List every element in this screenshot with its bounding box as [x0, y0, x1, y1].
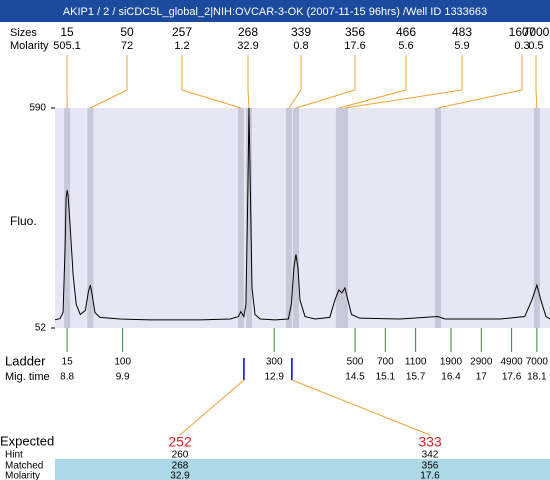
- peak-size: 268: [238, 25, 258, 39]
- peak-band: [87, 108, 94, 328]
- peak-molarity: 1.2: [174, 40, 189, 52]
- peak-molarity: 5.6: [398, 40, 413, 52]
- ladder-time: 12.9: [264, 372, 284, 383]
- matched: 268: [172, 461, 189, 472]
- peak-molarity: 0.3: [514, 40, 529, 52]
- peak-size: 7000: [523, 25, 550, 39]
- expected: 252: [168, 434, 192, 450]
- molarity: 32.9: [170, 471, 190, 480]
- connector: [90, 55, 128, 109]
- peak-band: [341, 108, 348, 328]
- molarity: 17.6: [420, 471, 440, 480]
- ladder-time: 9.9: [116, 372, 130, 383]
- connector: [179, 379, 245, 436]
- peak-band: [292, 108, 299, 328]
- peak-molarity: 17.6: [344, 40, 365, 52]
- connector: [291, 379, 431, 436]
- connector: [344, 55, 463, 109]
- row-label: Mig. time: [5, 371, 50, 383]
- row-label: Molarity: [10, 40, 49, 52]
- peak-size: 466: [396, 25, 416, 39]
- ladder-size: 700: [377, 357, 394, 368]
- y-tick-label: 52: [35, 323, 47, 334]
- plot-area: [55, 108, 550, 328]
- row-label: Expected: [0, 433, 54, 448]
- peak-size: 1607: [509, 25, 536, 39]
- ladder-size: 1100: [405, 357, 427, 368]
- ladder-time: 15.7: [406, 372, 426, 383]
- peak-size: 50: [120, 25, 134, 39]
- ladder-size: 15: [62, 357, 74, 368]
- connector: [338, 55, 407, 109]
- ladder-time: 15.1: [376, 372, 396, 383]
- row-label: Molarity: [5, 471, 40, 480]
- y-axis-label: Fluo.: [10, 214, 37, 228]
- hint: 342: [422, 450, 439, 461]
- ladder-time: 17.6: [502, 372, 522, 383]
- peak-band: [434, 108, 441, 328]
- peak-band: [335, 108, 342, 328]
- trace: [54, 107, 550, 321]
- ladder-time: 17: [476, 372, 488, 383]
- peak-size: 339: [291, 25, 311, 39]
- peak-band: [64, 108, 71, 328]
- peak-band: [285, 108, 292, 328]
- peak-band: [533, 108, 540, 328]
- ladder-time: 18.1: [527, 372, 547, 383]
- connector: [437, 55, 523, 109]
- connector: [535, 55, 538, 109]
- ladder-size: 4900: [500, 357, 523, 368]
- matched-band: [55, 459, 550, 480]
- peak-size: 483: [452, 25, 472, 39]
- peak-size: 15: [60, 25, 74, 39]
- ladder-size: 2900: [470, 357, 493, 368]
- y-tick-label: 590: [29, 103, 46, 114]
- ladder-size: 100: [114, 357, 131, 368]
- ladder-time: 8.8: [60, 372, 74, 383]
- peak-size: 356: [345, 25, 365, 39]
- ladder-size: 500: [347, 357, 364, 368]
- title: AKIP1 / 2 / siCDC5L_global_2|NIH:OVCAR-3…: [63, 6, 487, 18]
- row-label: Sizes: [10, 27, 37, 39]
- peak-band: [245, 108, 252, 328]
- ladder-time: 14.5: [345, 372, 365, 383]
- row-label: Hint: [5, 450, 23, 461]
- connector: [181, 55, 242, 109]
- connector: [247, 55, 250, 109]
- expected: 333: [418, 434, 442, 450]
- connector: [295, 55, 356, 109]
- peak-molarity: 505.1: [53, 40, 81, 52]
- peak-band: [237, 108, 244, 328]
- peak-size: 257: [172, 25, 192, 39]
- ladder-size: 7000: [526, 357, 549, 368]
- ladder-size: 300: [266, 357, 283, 368]
- peak-molarity: 0.8: [293, 40, 308, 52]
- row-label: Matched: [5, 461, 43, 472]
- matched: 356: [422, 461, 439, 472]
- connector: [288, 55, 302, 109]
- hint: 260: [172, 450, 189, 461]
- peak-molarity: 0.5: [528, 40, 543, 52]
- peak-molarity: 32.9: [237, 40, 258, 52]
- row-label: Ladder: [5, 353, 46, 368]
- peak-molarity: 5.9: [454, 40, 469, 52]
- peak-molarity: 72: [121, 40, 133, 52]
- ladder-size: 1900: [440, 357, 463, 368]
- ladder-time: 16.4: [441, 372, 461, 383]
- title-bar: [0, 0, 550, 22]
